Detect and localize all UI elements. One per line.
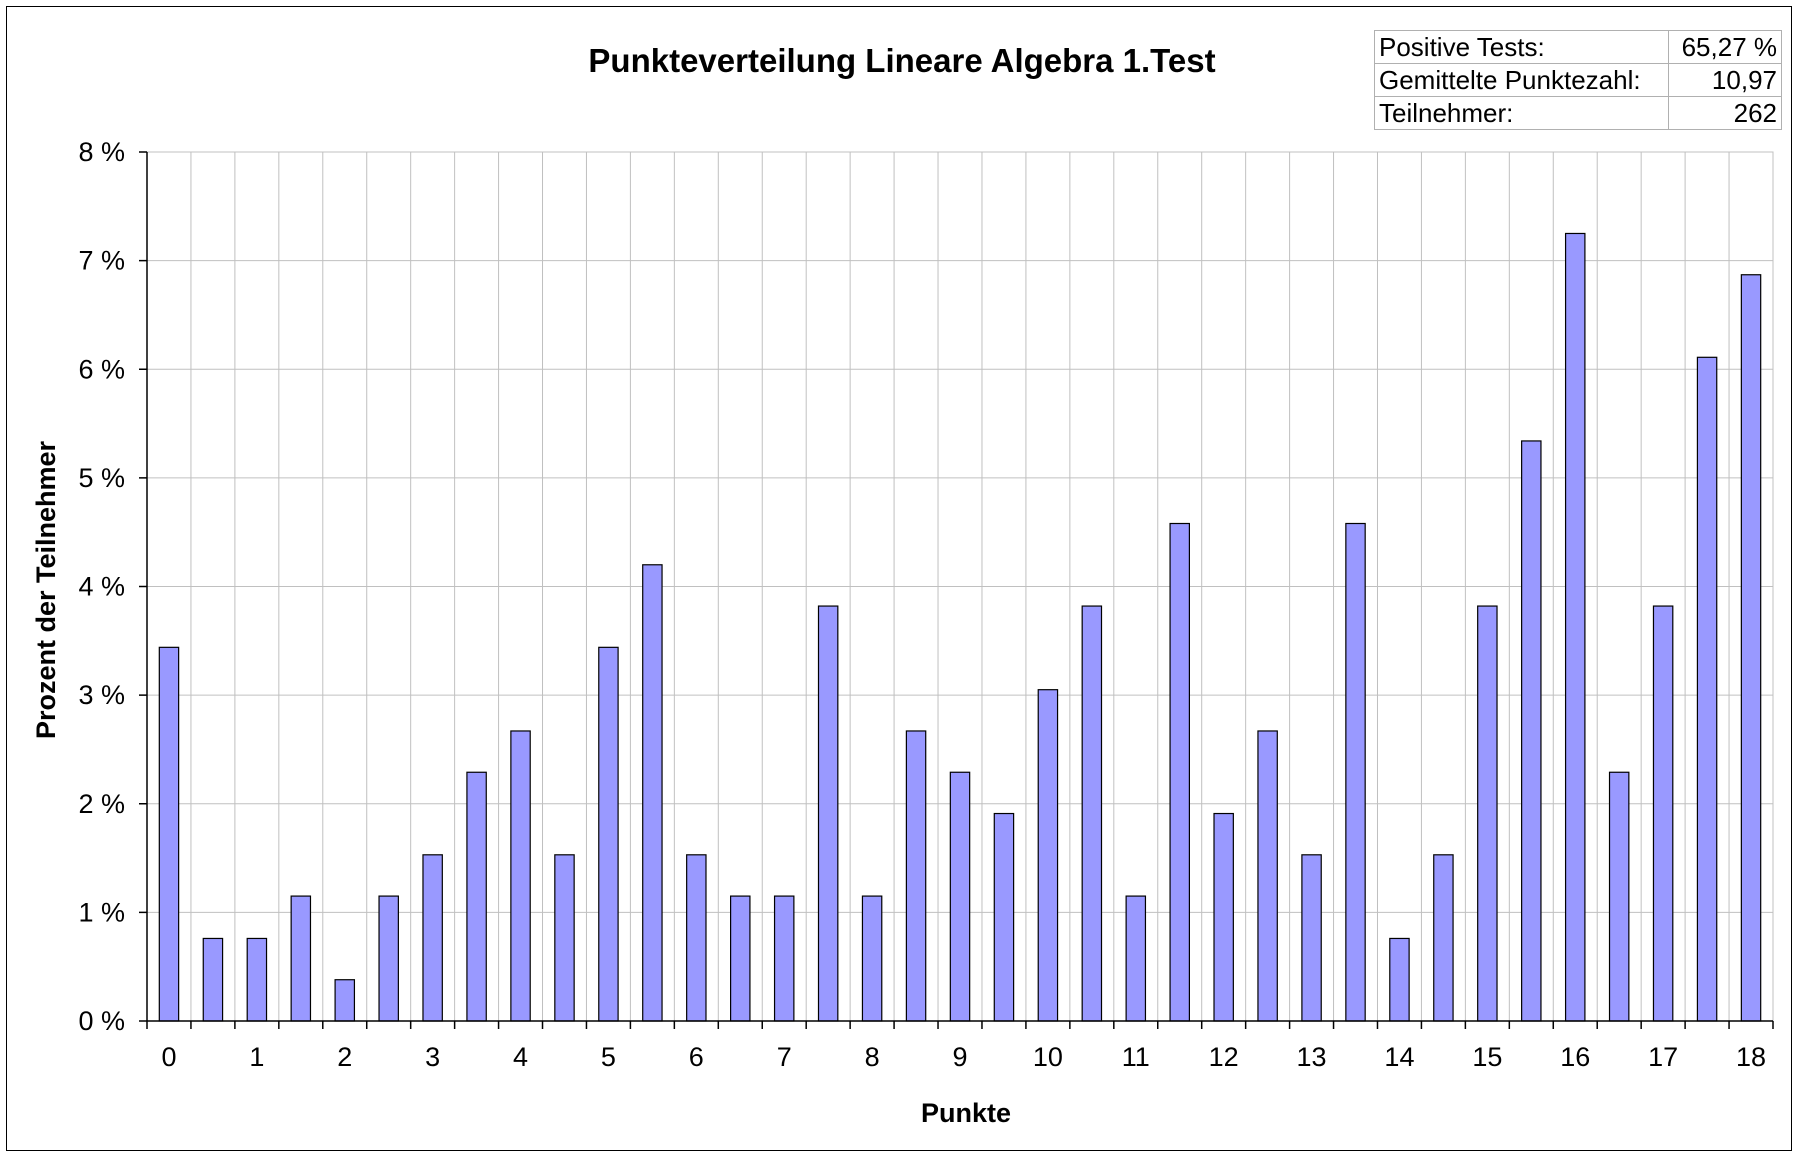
stats-row-participants: Teilnehmer: 262 [1374,96,1782,130]
y-axis-label: Prozent der Teilnehmer [31,440,61,739]
bars [158,232,1762,1022]
bar [466,771,487,1022]
bar [510,730,531,1022]
y-tick-label: 0 % [78,1006,125,1036]
x-tick-label: 12 [1209,1042,1239,1072]
x-tick-label: 14 [1384,1042,1414,1072]
x-tick-label: 16 [1560,1042,1590,1072]
stats-row-positive: Positive Tests: 65,27 % [1374,30,1782,64]
bar [1081,605,1103,1022]
x-tick-label: 13 [1297,1042,1327,1072]
y-tick-label: 5 % [78,463,125,493]
bar [1433,854,1454,1022]
x-tick-label: 4 [513,1042,528,1072]
bar [642,564,663,1022]
y-tick-label: 8 % [78,137,125,167]
x-tick-label: 9 [952,1042,967,1072]
grid-lines [146,151,1774,1022]
x-tick-label: 0 [161,1042,176,1072]
x-tick-label: 17 [1648,1042,1678,1072]
stats-row-average: Gemittelte Punktezahl: 10,97 [1374,63,1782,97]
bar [334,979,356,1022]
stats-value: 65,27 % [1668,30,1782,64]
y-tick-label: 7 % [78,246,125,276]
bar [1213,812,1234,1022]
bar [158,646,180,1022]
x-tick-label: 18 [1736,1042,1766,1072]
bar [1037,689,1059,1022]
bar [1125,895,1147,1022]
bar [949,771,971,1022]
x-tick-label: 11 [1122,1042,1150,1072]
bar [246,937,268,1022]
bar [905,730,927,1022]
chart-title: Punkteverteilung Lineare Algebra 1.Test [588,42,1215,79]
bar [554,854,575,1022]
bar [861,895,883,1022]
y-tick-label: 2 % [78,789,125,819]
x-tick-label: 1 [249,1042,264,1072]
bar [422,854,443,1022]
bar [1608,771,1630,1022]
x-axis-label: Punkte [921,1098,1011,1128]
bar [1301,854,1322,1022]
bar [730,895,751,1022]
bar [202,937,224,1022]
x-tick-label: 6 [689,1042,704,1072]
x-tick-label: 5 [601,1042,616,1072]
stats-label: Teilnehmer: [1374,96,1669,130]
bar [1652,605,1674,1022]
x-tick-label: 15 [1472,1042,1502,1072]
x-tick-label: 2 [337,1042,352,1072]
bar [1564,232,1586,1022]
chart-frame [6,6,1792,1151]
bar [993,812,1015,1022]
x-tick-label: 8 [865,1042,880,1072]
y-tick-label: 1 % [78,897,125,927]
y-tick-label: 6 % [78,354,125,384]
stats-value: 10,97 [1668,63,1782,97]
bar [378,895,399,1022]
stats-table: Positive Tests: 65,27 % Gemittelte Punkt… [1374,30,1782,130]
stats-value: 262 [1668,96,1782,130]
stats-label: Positive Tests: [1374,30,1669,64]
bar [1169,522,1190,1022]
x-tick-label: 3 [425,1042,440,1072]
bar [290,895,312,1022]
bar [1257,730,1278,1022]
axes: 0 %1 %2 %3 %4 %5 %6 %7 %8 %0 1 2 3 4 5 6 7 8 9 10 1… [78,137,1774,1072]
bar [686,854,707,1022]
bar [1740,274,1762,1022]
bar [1696,356,1718,1022]
bar [817,605,839,1022]
stats-label: Gemittelte Punktezahl: [1374,63,1669,97]
y-tick-label: 4 % [78,572,125,602]
bar [598,646,619,1022]
x-tick-label: 7 [777,1042,792,1072]
bar [1345,522,1366,1022]
bar [773,895,795,1022]
bar [1389,937,1410,1022]
bar [1521,440,1542,1022]
x-tick-label: 10 [1033,1042,1063,1072]
bar [1477,605,1498,1022]
y-tick-label: 3 % [78,680,125,710]
